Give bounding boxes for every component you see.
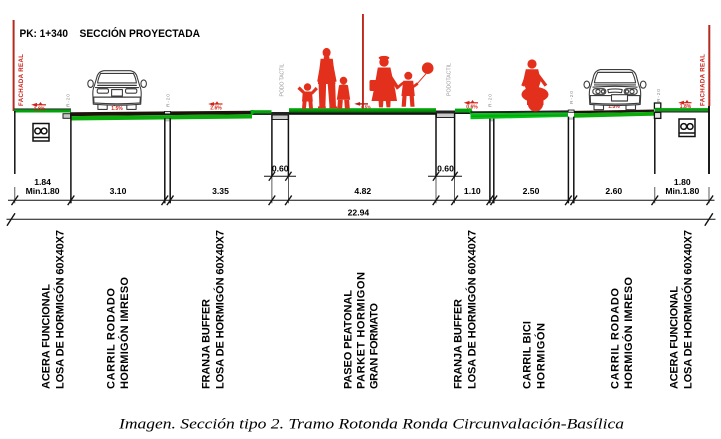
svg-text:FRANJA BUFFER: FRANJA BUFFER [201,299,213,389]
svg-text:PASEO PEATONAL: PASEO PEATONAL [343,290,355,389]
svg-text:0.60: 0.60 [437,164,454,174]
svg-text:Imagen. Sección tipo 2. Tramo: Imagen. Sección tipo 2. Tramo Rotonda Ro… [118,417,624,433]
svg-text:R-20: R-20 [165,94,171,107]
svg-text:LOSA DE HORMIGÓN 60X40X7: LOSA DE HORMIGÓN 60X40X7 [466,230,479,389]
svg-text:2.60: 2.60 [605,186,622,196]
svg-text:PODOTACTIL: PODOTACTIL [447,63,453,96]
svg-text:CARRIL RODADO: CARRIL RODADO [106,288,118,389]
svg-text:3.35: 3.35 [212,186,229,196]
svg-text:PK: 1+340: PK: 1+340 [20,28,69,40]
svg-text:LOSA DE HORMIGÓN 60X40X7: LOSA DE HORMIGÓN 60X40X7 [214,230,227,389]
svg-text:FACHADA REAL: FACHADA REAL [700,54,707,106]
svg-text:3.10: 3.10 [110,186,127,196]
svg-text:1.5%: 1.5% [608,104,620,110]
svg-text:0.6%: 0.6% [466,105,478,111]
svg-text:22.94: 22.94 [348,207,370,217]
svg-text:GRAN FORMATO: GRAN FORMATO [369,303,381,389]
svg-text:1.84: 1.84 [34,177,51,187]
svg-text:0.5%: 0.5% [361,104,371,109]
svg-text:4.82: 4.82 [354,186,371,196]
svg-text:0.60: 0.60 [272,164,289,174]
svg-text:LOSA DE HORMIGÓN 60X40X7: LOSA DE HORMIGÓN 60X40X7 [682,230,695,389]
svg-text:FRANJA BUFFER: FRANJA BUFFER [453,299,465,389]
svg-text:ACERA FUNCIONAL: ACERA FUNCIONAL [41,284,53,389]
svg-text:SECCIÓN PROYECTADA: SECCIÓN PROYECTADA [80,27,201,40]
svg-text:HORMIGÓN IMRESO: HORMIGÓN IMRESO [622,277,635,389]
svg-text:R-20: R-20 [65,94,71,107]
svg-text:HORMIGÓN: HORMIGÓN [535,323,548,389]
svg-text:CARRIL RODADO: CARRIL RODADO [610,288,622,389]
svg-text:R-20: R-20 [656,89,662,102]
svg-text:2.50: 2.50 [523,186,540,196]
svg-text:1.8%: 1.8% [34,106,46,112]
svg-text:PARKET HORMIGON: PARKET HORMIGON [356,272,368,389]
svg-text:1.10: 1.10 [464,186,481,196]
svg-text:ACERA FUNCIONAL: ACERA FUNCIONAL [669,286,681,389]
svg-text:PODO TACTIL: PODO TACTIL [280,63,286,96]
svg-text:Min.1.80: Min.1.80 [26,186,60,196]
svg-text:1.80: 1.80 [674,177,691,187]
svg-text:1.5%: 1.5% [111,106,123,112]
svg-text:CARRIL BICI: CARRIL BICI [522,321,534,389]
svg-text:FACHADA REAL: FACHADA REAL [18,54,25,106]
svg-text:1.8%: 1.8% [680,104,692,110]
svg-text:HORMIGÓN IMRESO: HORMIGÓN IMRESO [118,277,131,389]
svg-text:Min.1.80: Min.1.80 [665,186,699,196]
svg-text:R-20: R-20 [487,94,493,107]
svg-text:LOSA DE HORMIGÓN 60X40X7: LOSA DE HORMIGÓN 60X40X7 [54,230,67,389]
svg-text:R-20: R-20 [569,91,575,104]
svg-text:2.6%: 2.6% [210,106,222,112]
